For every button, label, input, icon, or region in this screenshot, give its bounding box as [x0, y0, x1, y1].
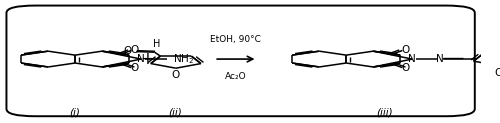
Text: O: O	[172, 70, 180, 80]
Text: O: O	[401, 63, 409, 73]
FancyBboxPatch shape	[6, 6, 475, 116]
Text: (i): (i)	[70, 108, 80, 118]
Text: N: N	[408, 54, 416, 64]
Text: +: +	[140, 50, 154, 68]
Text: NH$_2$: NH$_2$	[173, 52, 194, 66]
Text: N: N	[137, 54, 145, 64]
Text: O: O	[130, 45, 138, 55]
Text: H: H	[154, 39, 160, 49]
Text: (ii): (ii)	[168, 108, 182, 118]
Text: EtOH, 90°C: EtOH, 90°C	[210, 35, 262, 44]
Text: (iii): (iii)	[376, 108, 393, 118]
Text: O: O	[124, 46, 132, 56]
Text: O: O	[130, 63, 138, 73]
Text: Ac₂O: Ac₂O	[225, 72, 246, 81]
Text: O: O	[494, 68, 500, 78]
Text: N: N	[436, 54, 444, 64]
Text: O: O	[401, 45, 409, 55]
